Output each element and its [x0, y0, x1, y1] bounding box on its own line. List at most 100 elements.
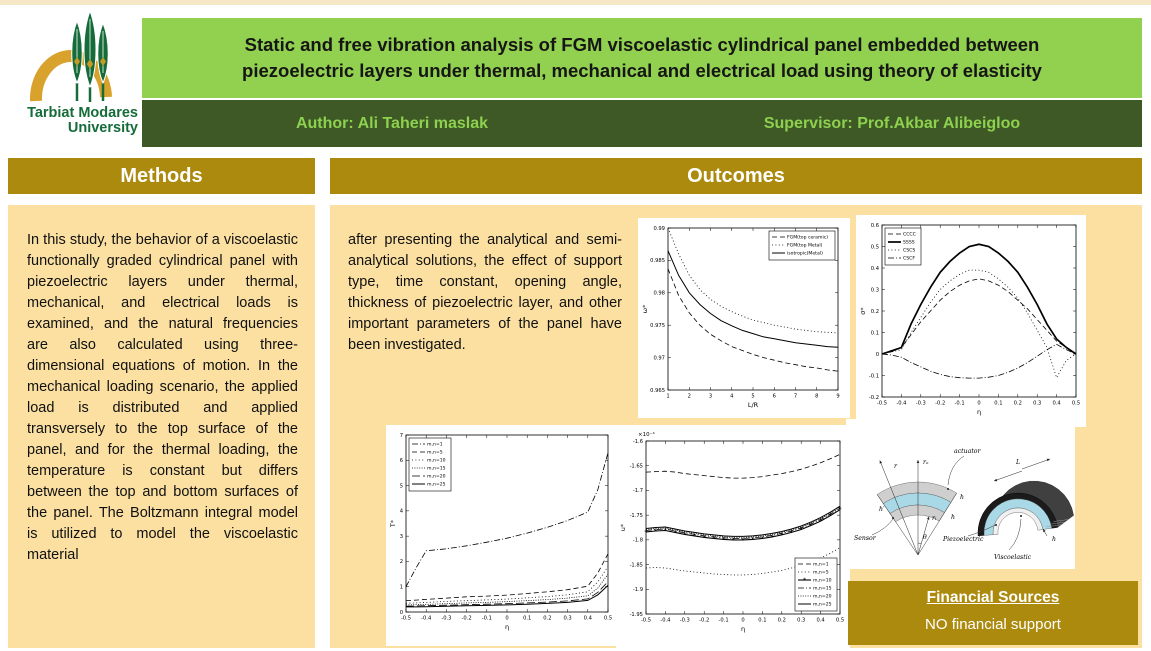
- svg-text:0.1: 0.1: [871, 330, 879, 336]
- svg-text:*: *: [809, 522, 813, 530]
- svg-text:0.985: 0.985: [650, 258, 665, 264]
- outcomes-header: Outcomes: [330, 158, 1142, 194]
- svg-text:9: 9: [836, 394, 839, 400]
- svg-text:-0.4: -0.4: [896, 401, 907, 407]
- svg-text:ω*: ω*: [641, 304, 649, 313]
- svg-text:η: η: [977, 408, 981, 416]
- svg-text:0: 0: [977, 401, 980, 407]
- svg-text:h′: h′: [879, 506, 885, 513]
- svg-text:5: 5: [400, 483, 403, 489]
- svg-text:m,n=5: m,n=5: [813, 570, 829, 576]
- svg-text:0: 0: [505, 616, 508, 622]
- svg-text:-1.85: -1.85: [630, 562, 643, 568]
- svg-text:-0.2: -0.2: [462, 616, 472, 622]
- svg-text:-1.75: -1.75: [630, 513, 643, 519]
- chart-stress-vs-eta-supports: -0.5 -0.4 -0.3 -0.2 -0.1 0 0.1 0.2 0.3 0.4 0.5 -0.2…: [856, 215, 1086, 427]
- svg-text:h: h: [951, 514, 955, 521]
- supervisor-label: Supervisor: Prof.Akbar Alibeigloo: [763, 114, 1021, 132]
- svg-text:8: 8: [815, 394, 818, 400]
- svg-text:-0.2: -0.2: [699, 618, 709, 624]
- svg-text:-0.1: -0.1: [719, 618, 729, 624]
- svg-text:*: *: [741, 536, 745, 544]
- university-name-line1: Tarbiat Modares: [27, 105, 138, 121]
- chart-temperature-vs-eta-modes: -0.5 -0.4 -0.3 -0.2 -0.1 0 0.1 0.2 0.3 0.4 0.5 0 1 2 3…: [386, 425, 620, 646]
- university-logo-block: Tarbiat Modares University: [10, 5, 140, 151]
- financial-sources-heading: Financial Sources: [926, 589, 1060, 606]
- svg-text:*: *: [790, 528, 794, 536]
- svg-text:7: 7: [794, 394, 797, 400]
- svg-text:0.5: 0.5: [1072, 401, 1080, 407]
- svg-text:3: 3: [709, 394, 712, 400]
- svg-text:*: *: [829, 512, 833, 520]
- svg-text:*: *: [703, 533, 707, 541]
- panel-geometry-diagram: Sensor actuator r rₒ rᵢ θ h′ h h Lh Piezoelectric V…: [846, 419, 1075, 569]
- svg-text:m,n=5: m,n=5: [427, 450, 443, 456]
- svg-text:0.3: 0.3: [1033, 401, 1041, 407]
- financial-sources-box: Financial Sources NO financial support: [848, 581, 1138, 645]
- svg-text:*: *: [751, 535, 755, 543]
- svg-text:-1.7: -1.7: [633, 488, 643, 494]
- svg-text:rᵢ: rᵢ: [932, 515, 937, 522]
- svg-text:-1.9: -1.9: [633, 587, 643, 593]
- svg-text:0.965: 0.965: [650, 388, 665, 394]
- svg-text:4: 4: [730, 394, 734, 400]
- chart-frequency-vs-lr: 1 2 3 4 5 6 7 8 9 0.965 0.97 0.975 0.98 0.985 0.99 L/R ω…: [638, 218, 850, 418]
- svg-text:6: 6: [773, 394, 776, 400]
- svg-text:Sensor: Sensor: [854, 535, 877, 542]
- svg-text:2: 2: [688, 394, 691, 400]
- svg-text:3: 3: [400, 534, 403, 540]
- svg-text:*: *: [770, 533, 774, 541]
- svg-text:0.1: 0.1: [758, 618, 766, 624]
- svg-text:Viscoelastic: Viscoelastic: [994, 554, 1032, 561]
- svg-text:-0.5: -0.5: [877, 401, 887, 407]
- svg-text:-0.2: -0.2: [935, 401, 945, 407]
- svg-text:*: *: [761, 534, 765, 542]
- svg-text:×10⁻⁴: ×10⁻⁴: [638, 431, 656, 438]
- svg-text:6: 6: [400, 458, 403, 464]
- svg-text:0: 0: [876, 352, 879, 358]
- svg-text:*: *: [644, 528, 648, 536]
- university-name: Tarbiat Modares University: [10, 106, 141, 136]
- svg-text:*: *: [673, 528, 677, 536]
- svg-text:m,n=20: m,n=20: [427, 474, 446, 480]
- svg-text:*: *: [819, 517, 823, 525]
- svg-text:-0.2: -0.2: [869, 395, 879, 401]
- svg-text:*: *: [800, 525, 804, 533]
- svg-text:1: 1: [666, 394, 669, 400]
- svg-text:m,n=20: m,n=20: [813, 594, 832, 600]
- svg-text:0.1: 0.1: [994, 401, 1002, 407]
- svg-text:*: *: [683, 530, 687, 538]
- svg-text:η: η: [505, 623, 509, 631]
- svg-text:-0.1: -0.1: [955, 401, 965, 407]
- svg-text:r: r: [894, 463, 898, 470]
- svg-text:-0.3: -0.3: [916, 401, 926, 407]
- svg-text:m,n=25: m,n=25: [813, 602, 832, 608]
- svg-text:0.3: 0.3: [871, 287, 879, 293]
- svg-text:7: 7: [400, 433, 403, 439]
- svg-text:0.2: 0.2: [1014, 401, 1022, 407]
- svg-text:*: *: [838, 506, 842, 514]
- svg-text:m,n=1: m,n=1: [813, 562, 829, 568]
- svg-text:CSCS: CSCS: [903, 248, 915, 254]
- svg-text:rₒ: rₒ: [923, 459, 929, 466]
- svg-text:-0.5: -0.5: [401, 616, 411, 622]
- outcomes-panel: after presenting the analytical and semi…: [330, 205, 1142, 648]
- university-name-line2: University: [67, 120, 138, 136]
- poster-title-line1: Static and free vibration analysis of FG…: [244, 34, 1040, 55]
- svg-text:CSCF: CSCF: [903, 256, 915, 262]
- top-border-strip: [0, 0, 1151, 5]
- svg-text:0.99: 0.99: [653, 226, 665, 232]
- svg-text:0.2: 0.2: [871, 309, 879, 315]
- svg-text:u*: u*: [619, 523, 627, 531]
- svg-text:-1.65: -1.65: [630, 464, 643, 470]
- svg-text:0.5: 0.5: [604, 616, 612, 622]
- svg-text:0.2: 0.2: [778, 618, 786, 624]
- poster-title: Static and free vibration analysis of FG…: [142, 18, 1142, 98]
- svg-text:Piezoelectric: Piezoelectric: [942, 536, 984, 543]
- svg-text:T*: T*: [389, 519, 397, 528]
- author-label: Author: Ali Taheri maslak: [295, 114, 489, 132]
- svg-text:L/R: L/R: [748, 401, 759, 409]
- svg-text:m,n=15: m,n=15: [813, 586, 832, 592]
- svg-text:h: h: [960, 494, 964, 501]
